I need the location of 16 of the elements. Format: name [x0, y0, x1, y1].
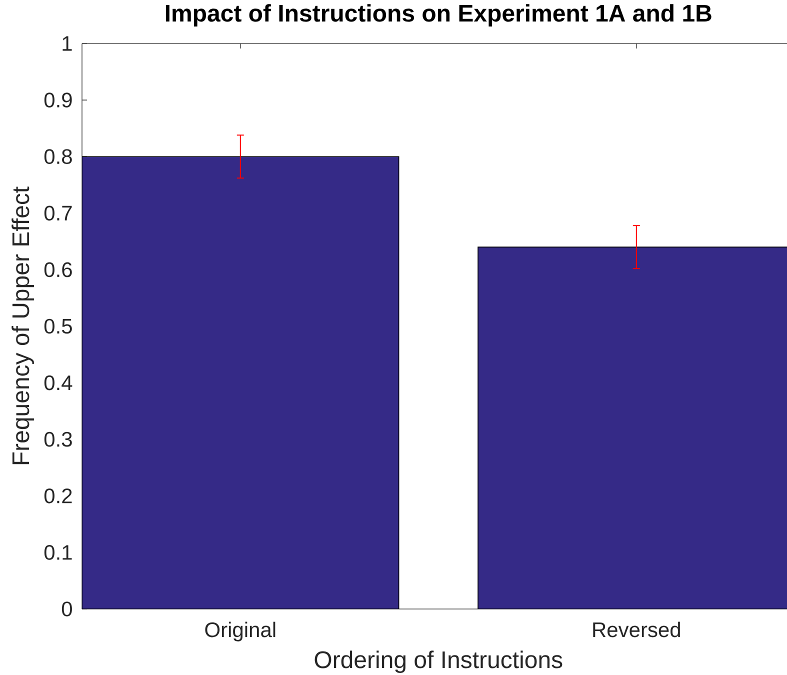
x-tick-label: Reversed	[593, 622, 680, 638]
y-tick-label: 0	[62, 602, 72, 616]
x-tick-label: Original	[205, 622, 276, 642]
y-tick-label: 0.6	[44, 262, 72, 278]
y-tick-label: 0.7	[44, 206, 72, 221]
y-tick-label: 0.5	[44, 318, 72, 334]
y-tick-label: 0.8	[44, 149, 72, 164]
y-tick-label: 0.9	[44, 92, 72, 108]
chart-title: Impact of Instructions on Experiment 1A and 1B	[166, 4, 712, 26]
y-tick-label: 1	[62, 36, 72, 51]
y-tick-label: 0.1	[44, 545, 72, 560]
y-tick-label: 0.2	[44, 488, 72, 504]
y-tick-label: 0.3	[44, 432, 72, 447]
y-tick-label: 0.4	[44, 375, 72, 390]
x-axis-title: Ordering of Instructions	[314, 650, 562, 673]
y-axis-title: Frequency of Upper Effect	[12, 186, 34, 464]
